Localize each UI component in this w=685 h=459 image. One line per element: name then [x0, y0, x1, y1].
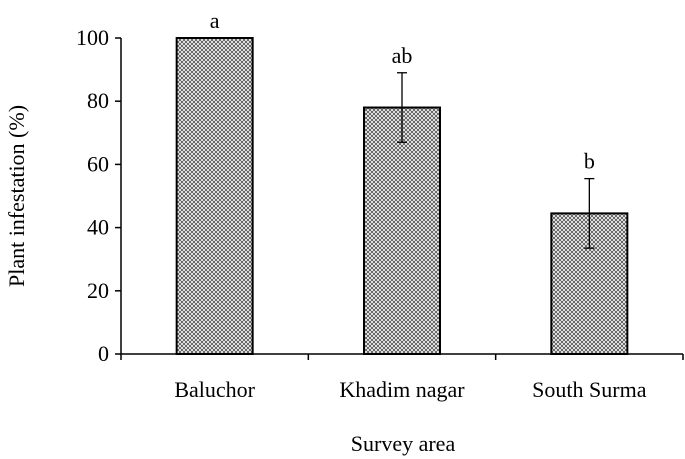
x-tick-label: South Surma: [532, 377, 647, 402]
bar-khadim-nagar: [363, 106, 441, 355]
y-tick-label: 0: [98, 341, 109, 366]
y-tick-label: 20: [87, 278, 109, 303]
x-tick-label: Baluchor: [174, 377, 255, 402]
bar-baluchor: [175, 37, 254, 355]
y-tick-label: 60: [87, 151, 109, 176]
x-axis-label: Survey area: [351, 431, 456, 456]
x-tick-label: Khadim nagar: [339, 377, 465, 402]
y-axis-label: Plant infestation (%): [4, 105, 29, 287]
significance-label: a: [210, 8, 220, 33]
significance-label: b: [584, 149, 595, 174]
plot-area: 0 20 40 60 80 100 a Baluchor ab Khadim nagar b Sout…: [76, 8, 684, 402]
significance-label: ab: [392, 43, 413, 68]
y-tick-label: 40: [87, 215, 109, 240]
y-tick-label: 100: [76, 25, 109, 50]
y-tick-label: 80: [87, 88, 109, 113]
